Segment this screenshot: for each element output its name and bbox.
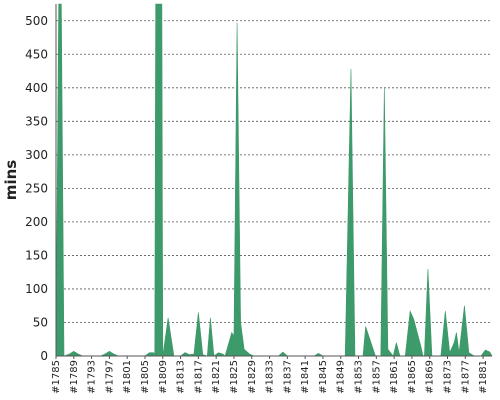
y-tick-label: 100 (25, 282, 48, 296)
y-tick-label: 350 (25, 114, 48, 128)
y-tick-label: 200 (25, 215, 48, 229)
x-tick-label: #1873 (443, 360, 454, 394)
x-tick-label: #1881 (478, 360, 489, 394)
x-tick-label: #1837 (282, 360, 293, 394)
x-tick-label: #1869 (425, 360, 436, 394)
x-tick-label: #1805 (140, 360, 151, 394)
x-tick-label: #1801 (122, 360, 133, 394)
y-tick-label: 50 (33, 315, 48, 329)
axes (55, 4, 492, 357)
y-tick-label: 250 (25, 181, 48, 195)
y-tick-label: 300 (25, 148, 48, 162)
x-tick-label: #1793 (87, 360, 98, 394)
x-tick-label: #1861 (389, 360, 400, 394)
y-tick-label: 500 (25, 14, 48, 28)
x-tick-label: #1845 (318, 360, 329, 394)
series-area (55, 3, 493, 357)
y-tick-label: 150 (25, 248, 48, 262)
x-tick-label: #1857 (371, 360, 382, 394)
x-tick-label: #1849 (336, 360, 347, 394)
y-axis-ticks: 0 50 100 150 200 250 300 350 400 450 500 (25, 14, 48, 363)
x-axis-ticks: #1785 #1789 #1793 #1797 #1801 #1805 #1809 #1813… (51, 356, 489, 394)
x-tick-label: #1865 (407, 360, 418, 394)
x-tick-label: #1785 (51, 360, 62, 394)
x-tick-label: #1813 (176, 360, 187, 394)
x-tick-label: #1789 (69, 360, 80, 394)
x-tick-label: #1829 (247, 360, 258, 394)
y-tick-label: 400 (25, 81, 48, 95)
gridlines (56, 20, 492, 323)
x-tick-label: #1825 (229, 360, 240, 394)
x-tick-label: #1821 (211, 360, 222, 394)
x-tick-label: #1817 (193, 360, 204, 394)
x-tick-label: #1853 (354, 360, 365, 394)
x-tick-label: #1841 (300, 360, 311, 394)
y-axis-label: mins (2, 160, 20, 200)
x-tick-label: #1809 (158, 360, 169, 394)
x-tick-label: #1797 (104, 360, 115, 394)
x-tick-label: #1877 (460, 360, 471, 394)
x-tick-label: #1833 (265, 360, 276, 394)
y-tick-label: 0 (40, 349, 48, 363)
y-tick-label: 450 (25, 47, 48, 61)
